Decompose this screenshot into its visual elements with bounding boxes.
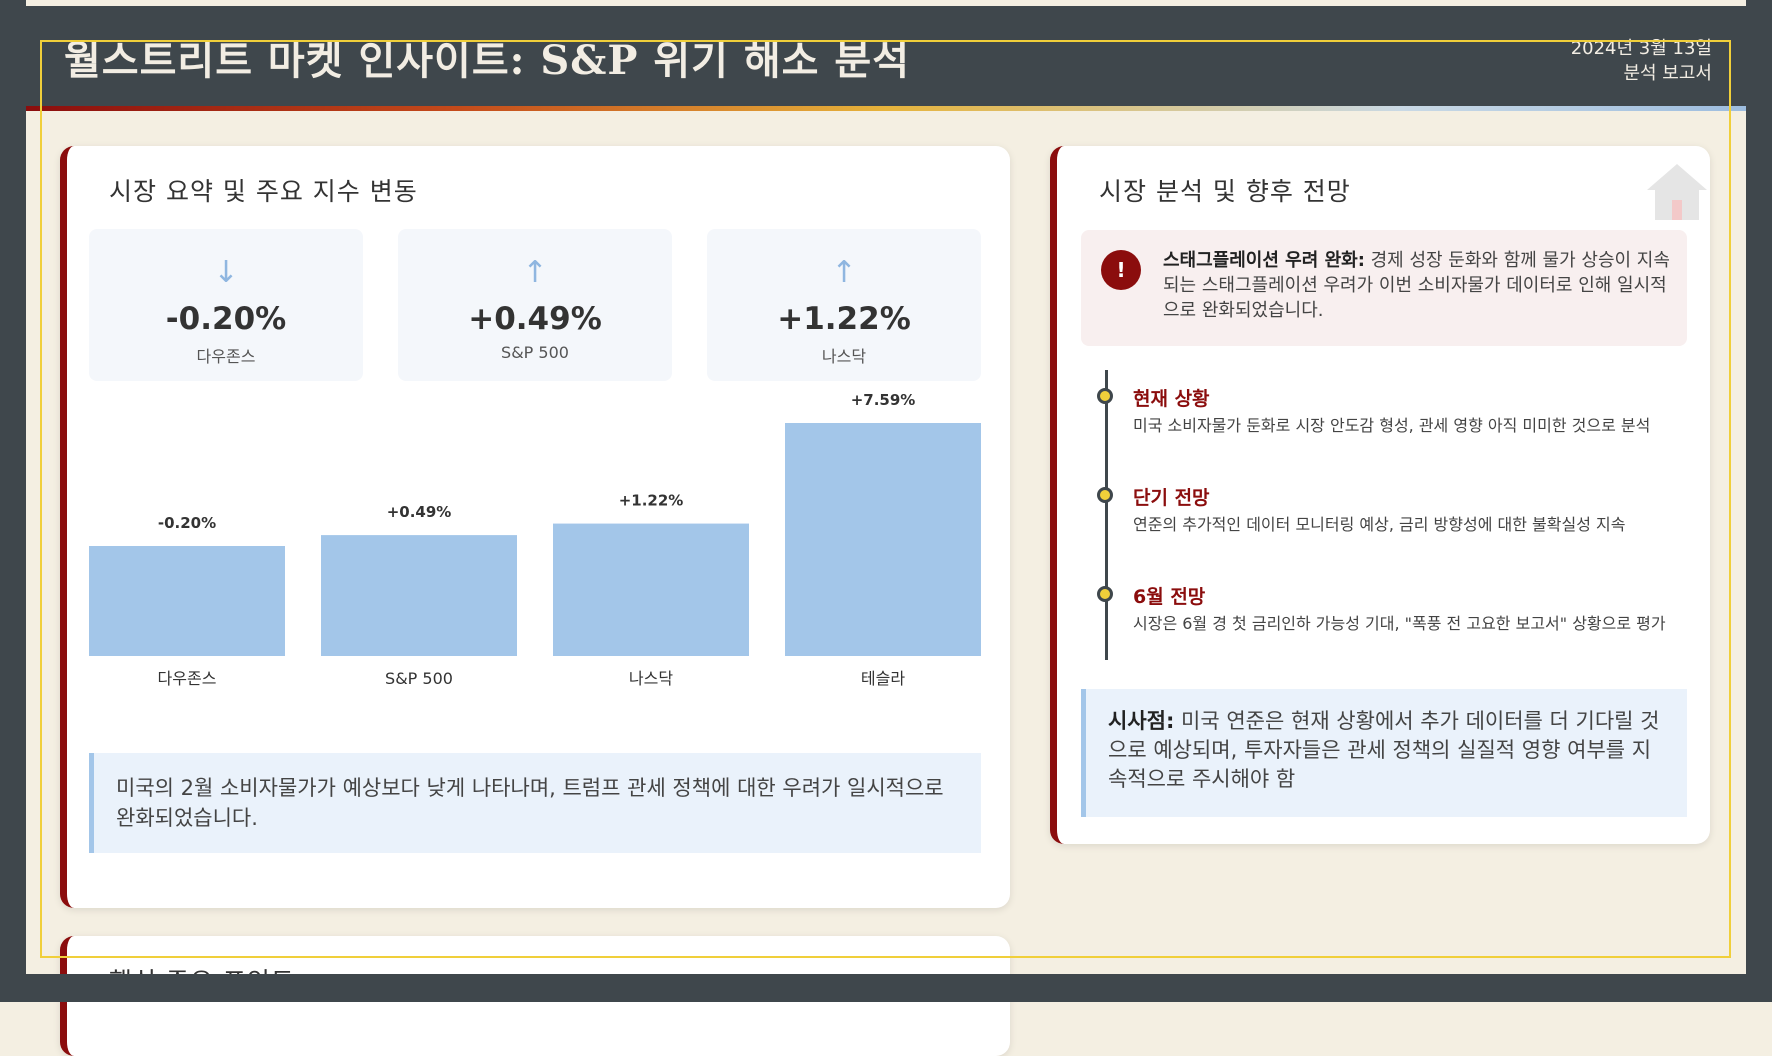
arrow-up-icon: ↑ xyxy=(522,255,548,290)
frame-left xyxy=(0,0,26,1002)
market-summary-title: 시장 요약 및 주요 지수 변동 xyxy=(109,177,418,206)
frame-right xyxy=(1746,0,1772,1002)
bar-0 xyxy=(89,546,285,656)
stat-label: S&P 500 xyxy=(501,343,569,362)
timeline-title: 6월 전망 xyxy=(1133,586,1206,608)
frame-bottom xyxy=(0,974,1772,1002)
implication-text: 미국 연준은 현재 상황에서 추가 데이터를 더 기다릴 것으로 예상되며, 투… xyxy=(1108,709,1660,791)
implication-box: 시사점: 미국 연준은 현재 상황에서 추가 데이터를 더 기다릴 것으로 예상… xyxy=(1081,689,1687,817)
header-gradient-bar xyxy=(26,106,1746,111)
timeline-dot xyxy=(1097,388,1113,404)
market-summary-card: 시장 요약 및 주요 지수 변동 ↓ -0.20% 다우존스 ↑ +0.49% … xyxy=(60,146,1010,908)
timeline-title: 단기 전망 xyxy=(1133,487,1210,509)
index-change-chart: -0.20% 다우존스 +0.49% S&P 500 +1.22% 나스닥 +7.59% 테슬… xyxy=(89,391,989,688)
stat-label: 다우존스 xyxy=(196,347,256,366)
stat-card-dow: ↓ -0.20% 다우존스 xyxy=(89,229,363,381)
timeline-desc: 미국 소비자물가 둔화로 시장 안도감 형성, 관세 영향 아직 미미한 것으로… xyxy=(1133,416,1651,435)
market-analysis-card: 시장 분석 및 향후 전망 ! 스태그플레이션 우려 완화: 경제 성장 둔화와… xyxy=(1050,146,1710,844)
stat-value: -0.20% xyxy=(165,301,287,337)
frame-top xyxy=(0,0,1772,6)
arrow-down-icon: ↓ xyxy=(213,255,239,290)
category-label-3: 테슬라 xyxy=(861,669,905,688)
house-icon xyxy=(1647,164,1707,220)
data-label-1: +0.49% xyxy=(387,503,452,521)
stat-value: +1.22% xyxy=(777,301,911,337)
stat-label: 나스닥 xyxy=(821,347,867,366)
arrow-up-icon: ↑ xyxy=(831,255,857,290)
alert-heading: 스태그플레이션 우려 완화: xyxy=(1163,250,1365,271)
timeline-dot xyxy=(1097,487,1113,503)
alert-body: 경제 성장 둔화와 함께 물가 상승이 지속되는 스태그플레이션 우려가 이번 … xyxy=(1163,250,1670,321)
report-date: 2024년 3월 13일 xyxy=(1570,38,1712,59)
data-label-0: -0.20% xyxy=(158,514,216,532)
exclamation-icon: ! xyxy=(1101,250,1141,290)
header-meta: 2024년 3월 13일 분석 보고서 xyxy=(1571,36,1712,86)
bar-chart-svg: -0.20% 다우존스 +0.49% S&P 500 +1.22% 나스닥 +7.59% 테슬… xyxy=(89,391,981,688)
market-analysis-title: 시장 분석 및 향후 전망 xyxy=(1099,177,1351,206)
data-label-2: +1.22% xyxy=(619,492,684,510)
bar-2 xyxy=(553,523,749,656)
category-label-0: 다우존스 xyxy=(158,669,217,688)
alert-text: 스태그플레이션 우려 완화: 경제 성장 둔화와 함께 물가 상승이 지속되는 … xyxy=(1163,248,1673,323)
category-label-2: 나스닥 xyxy=(629,669,673,688)
data-label-3: +7.59% xyxy=(851,391,916,409)
stat-value: +0.49% xyxy=(468,301,602,337)
category-label-1: S&P 500 xyxy=(385,669,453,688)
page-title: 월스트리트 마켓 인사이트: S&P 위기 해소 분석 xyxy=(64,37,910,84)
bar-1 xyxy=(321,535,517,656)
page-header: 월스트리트 마켓 인사이트: S&P 위기 해소 분석 2024년 3월 13일… xyxy=(26,6,1746,107)
timeline-desc: 연준의 추가적인 데이터 모니터링 예상, 금리 방향성에 대한 불확실성 지속 xyxy=(1133,515,1626,534)
implication-heading: 시사점: xyxy=(1108,709,1175,733)
report-subtitle: 분석 보고서 xyxy=(1623,63,1712,84)
market-note: 미국의 2월 소비자물가가 예상보다 낮게 나타나며, 트럼프 관세 정책에 대… xyxy=(89,753,981,853)
bar-3 xyxy=(785,423,981,656)
timeline-dot xyxy=(1097,586,1113,602)
timeline-line xyxy=(1105,370,1108,660)
stat-card-nasdaq: ↑ +1.22% 나스닥 xyxy=(707,229,981,381)
timeline-desc: 시장은 6월 경 첫 금리인하 가능성 기대, "폭풍 전 고요한 보고서" 상… xyxy=(1133,614,1666,633)
timeline-title: 현재 상황 xyxy=(1133,388,1210,410)
stat-card-sp500: ↑ +0.49% S&P 500 xyxy=(398,229,672,381)
stagflation-alert: ! 스태그플레이션 우려 완화: 경제 성장 둔화와 함께 물가 상승이 지속되… xyxy=(1081,230,1687,346)
